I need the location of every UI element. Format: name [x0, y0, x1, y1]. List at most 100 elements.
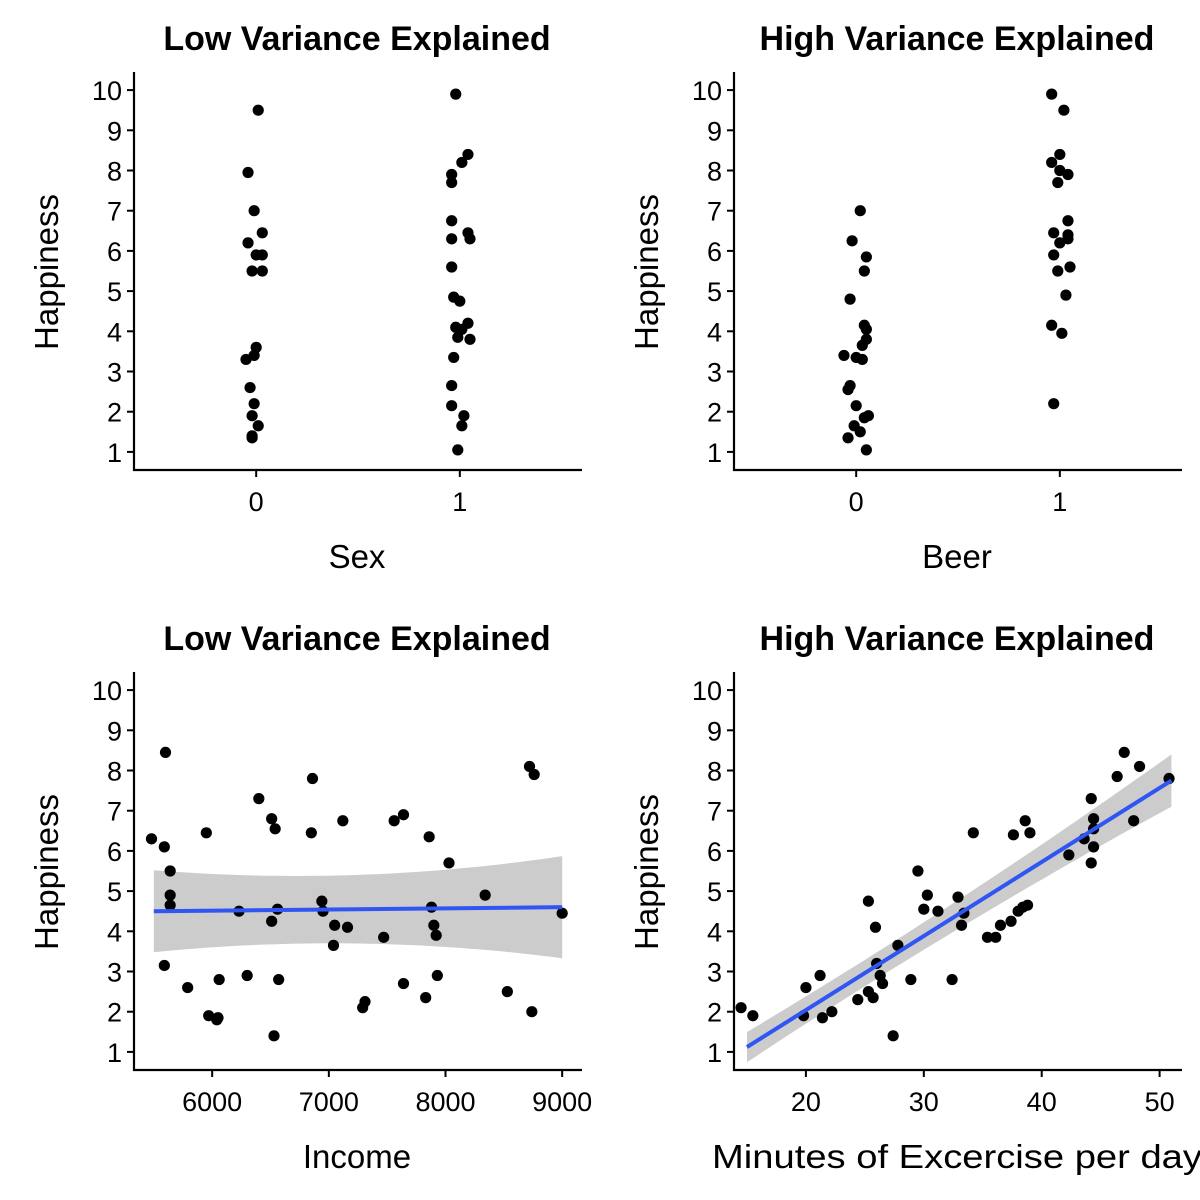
data-point: [852, 994, 864, 1006]
y-tick-label: 7: [107, 797, 122, 827]
trend-line: [745, 778, 1173, 1049]
plot-area: 1 2 3 4 5 6 7 8 9 10 6000 7000 8000 9000: [92, 672, 592, 1117]
data-point: [867, 992, 879, 1004]
data-point: [242, 237, 254, 249]
y-axis-title: Happiness: [28, 194, 65, 350]
data-point: [273, 973, 285, 986]
panel-sex: Low Variance Explained Happiness Sex 1 2 3…: [28, 20, 582, 575]
x-axis-title: Sex: [329, 538, 386, 575]
data-point: [1060, 289, 1072, 301]
data-point: [452, 331, 464, 343]
y-tick-label: 7: [707, 797, 722, 827]
data-point: [246, 265, 258, 277]
x-axis-title: Income: [303, 1138, 411, 1175]
data-point: [921, 889, 933, 901]
data-point: [816, 1012, 829, 1024]
data-point: [1056, 327, 1068, 339]
data-point: [213, 973, 225, 986]
data-point: [1085, 793, 1097, 805]
panel-exercise: High Variance Explained Happiness Minute…: [628, 620, 1200, 1175]
y-tick-label: 3: [107, 958, 122, 988]
data-point: [850, 400, 862, 412]
x-tick-label: 8000: [415, 1087, 475, 1117]
data-point: [854, 426, 866, 438]
y-tick-label: 6: [107, 837, 122, 867]
y-axis-title: Happiness: [628, 194, 665, 350]
data-point: [446, 168, 458, 181]
x-tick-label: 0: [849, 487, 864, 517]
data-point: [159, 746, 172, 759]
data-point: [341, 921, 354, 933]
plot-area: 1 2 3 4 5 6 7 8 9 10 0 1: [692, 72, 1182, 517]
y-tick-label: 7: [707, 197, 722, 227]
x-tick-label: 1: [452, 487, 467, 517]
data-point: [838, 349, 850, 362]
x-axis-title: Beer: [922, 538, 992, 575]
data-point: [1133, 760, 1146, 773]
data-point: [430, 929, 442, 941]
data-point: [456, 156, 468, 169]
y-axis-title: Happiness: [628, 794, 665, 950]
data-point: [164, 889, 176, 901]
data-point: [1064, 261, 1076, 273]
y-tick-label: 4: [107, 317, 122, 347]
data-point: [337, 815, 349, 827]
data-point: [1048, 249, 1060, 261]
y-tick-label: 3: [707, 958, 722, 988]
y-tick-label: 5: [707, 877, 722, 907]
y-tick-label: 6: [707, 237, 722, 267]
chart-title: High Variance Explained: [760, 20, 1155, 58]
data-point: [241, 969, 253, 982]
data-point: [464, 333, 476, 345]
x-tick-label: 30: [909, 1087, 939, 1117]
data-point: [1063, 849, 1075, 861]
data-point: [1046, 319, 1058, 331]
trend-line: [153, 905, 563, 914]
data-point: [423, 831, 435, 843]
data-point: [145, 833, 158, 845]
data-point: [1007, 829, 1020, 841]
panel-beer: High Variance Explained Happiness Beer 1…: [628, 20, 1182, 575]
data-point: [952, 891, 964, 903]
data-point: [158, 841, 170, 853]
data-point: [526, 1006, 538, 1018]
data-point: [1046, 88, 1058, 100]
data-point: [446, 379, 458, 392]
data-point: [200, 827, 212, 839]
data-point: [842, 383, 854, 396]
y-tick-label: 10: [692, 676, 722, 706]
y-tick-label: 8: [707, 156, 722, 186]
data-point: [268, 1030, 280, 1042]
data-point: [887, 1030, 899, 1042]
y-tick-label: 1: [107, 1038, 122, 1068]
y-tick-label: 9: [707, 716, 722, 746]
data-point: [854, 205, 866, 217]
y-tick-label: 1: [107, 438, 122, 468]
data-point: [306, 772, 319, 785]
data-point: [256, 227, 268, 239]
data-point: [918, 903, 930, 915]
data-point: [450, 88, 462, 100]
x-tick-label: 9000: [532, 1087, 592, 1117]
data-point: [905, 973, 917, 986]
data-point: [1062, 168, 1074, 181]
data-point: [248, 398, 260, 410]
data-point: [397, 977, 410, 990]
data-point: [1048, 398, 1060, 410]
data-point: [1062, 215, 1074, 227]
data-point: [1021, 899, 1034, 911]
data-point: [266, 915, 278, 927]
x-tick-label: 6000: [182, 1087, 242, 1117]
data-point: [990, 931, 1002, 943]
y-tick-label: 2: [707, 998, 722, 1028]
data-point: [1048, 227, 1060, 239]
y-tick-label: 1: [707, 438, 722, 468]
data-point: [1118, 746, 1130, 759]
data-point: [448, 351, 460, 364]
x-tick-label: 7000: [299, 1087, 359, 1117]
data-point: [158, 959, 170, 972]
data-point: [932, 905, 944, 917]
data-point: [378, 931, 390, 943]
panel-income: Low Variance Explained Happiness Income …: [28, 620, 592, 1175]
data-point: [869, 921, 882, 933]
